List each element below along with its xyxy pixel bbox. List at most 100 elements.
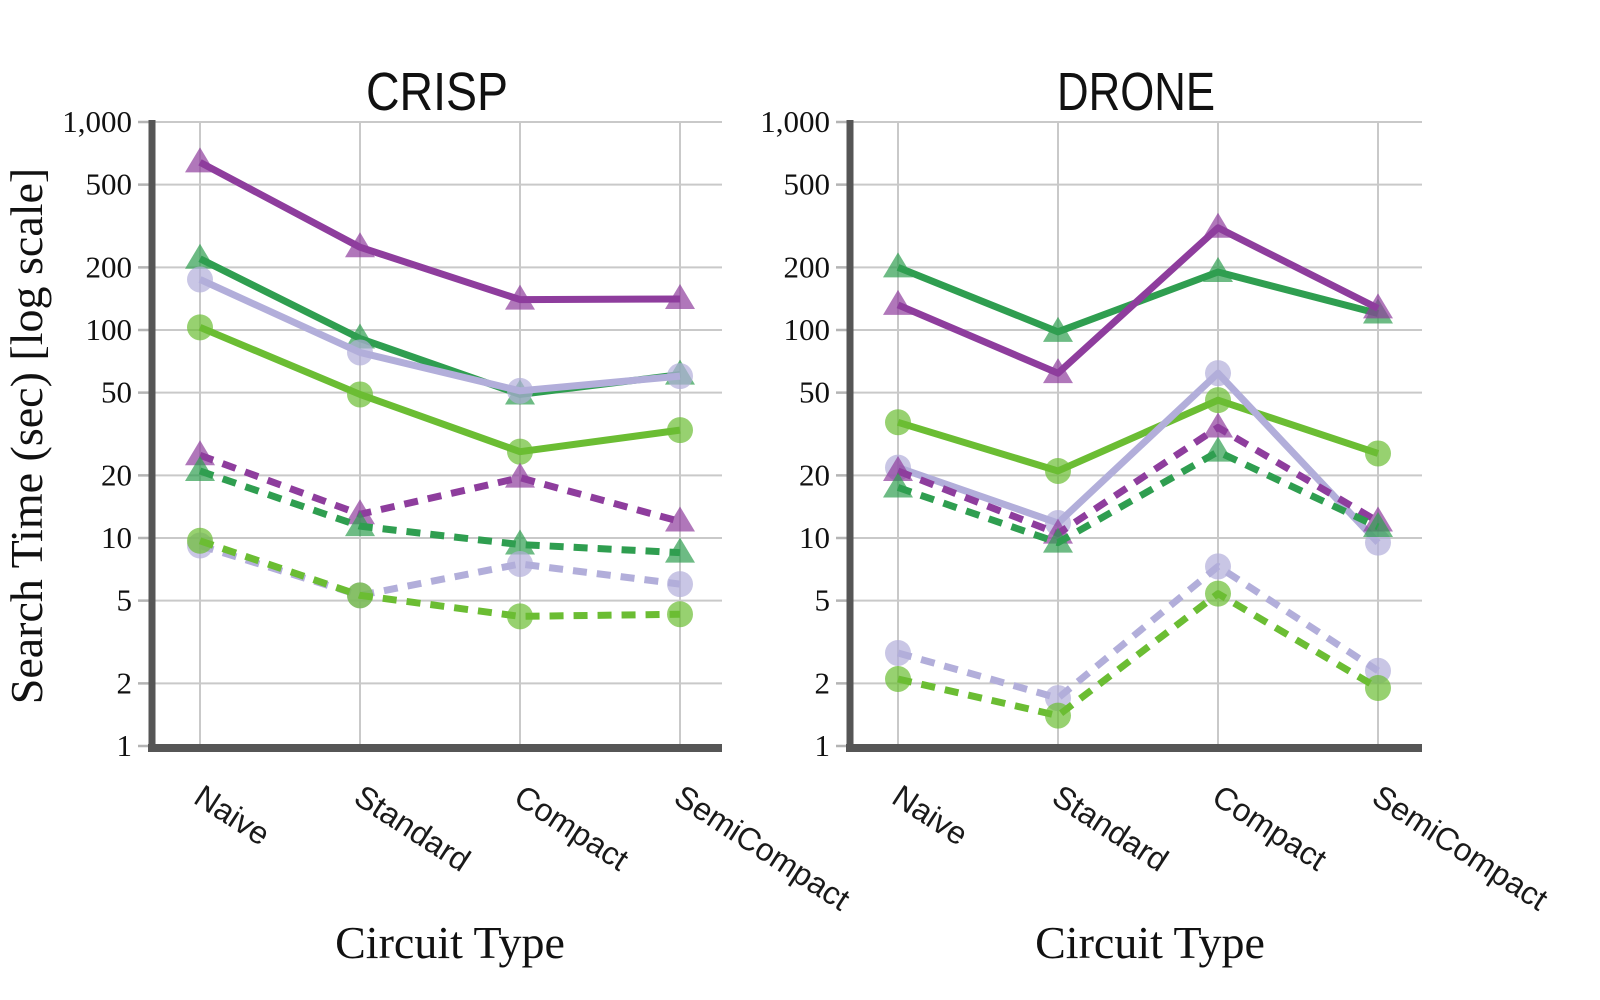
y-tick-label: 500	[86, 167, 133, 202]
marker-solid-circle-lightgreen	[507, 438, 533, 465]
y-tick-label: 1,000	[62, 104, 132, 139]
x-category-label: SemiCompact	[1366, 778, 1554, 918]
marker-dashed-circle-lightgreen	[1045, 702, 1071, 729]
marker-dashed-triangle-green	[665, 537, 695, 563]
y-tick-label: 5	[117, 583, 133, 618]
marker-dashed-circle-lightgreen	[187, 527, 213, 554]
marker-solid-circle-lightgreen	[347, 381, 373, 408]
y-tick-label: 100	[86, 312, 133, 347]
x-category-label: Compact	[1206, 778, 1333, 878]
marker-solid-circle-lavender	[1205, 360, 1231, 387]
y-tick-label: 20	[101, 457, 132, 492]
marker-solid-triangle-purple	[883, 289, 913, 315]
marker-solid-circle-lightgreen	[187, 314, 213, 341]
y-tick-label: 50	[101, 375, 132, 410]
marker-solid-triangle-purple	[185, 147, 215, 173]
series-line-dashed-triangle-purple	[198, 451, 681, 525]
x-category-label: Compact	[508, 778, 635, 878]
marker-solid-triangle-green	[185, 243, 215, 269]
marker-solid-circle-lightgreen	[667, 417, 693, 444]
panel-drone: 1,000 500 200 100 50 20 10 5 2 1 Naive Standard Comp…	[760, 104, 1554, 917]
x-axis-title-crisp: Circuit Type	[335, 917, 565, 968]
marker-solid-triangle-green	[1203, 257, 1233, 283]
y-tick-label: 1	[117, 728, 133, 763]
x-category-label: Standard	[348, 778, 477, 879]
series-line-dashed-circle-lightgreen	[198, 537, 681, 620]
y-tick-label: 200	[784, 249, 831, 284]
series-line-solid-circle-lavender	[896, 369, 1381, 546]
y-tick-label: 200	[86, 249, 133, 284]
marker-dashed-circle-lightgreen	[1205, 580, 1231, 607]
marker-dashed-triangle-green	[1363, 511, 1393, 537]
series-line-solid-circle-lightgreen	[896, 396, 1380, 475]
y-tick-label: 2	[815, 665, 831, 700]
marker-solid-circle-lightgreen	[1205, 387, 1231, 414]
x-axis-title-drone: Circuit Type	[1035, 917, 1265, 968]
series-line-dashed-circle-lightgreen	[897, 590, 1380, 720]
marker-solid-circle-lavender	[187, 266, 213, 293]
y-tick-label: 50	[799, 375, 830, 410]
marker-dashed-triangle-green	[345, 511, 375, 537]
marker-solid-triangle-purple	[1363, 293, 1393, 319]
y-tick-label: 10	[101, 520, 132, 555]
y-tick-label: 1	[815, 728, 831, 763]
x-category-label: SemiCompact	[668, 778, 856, 918]
marker-dashed-triangle-purple	[883, 455, 913, 481]
y-tick-label: 20	[799, 457, 830, 492]
panel-crisp: 1,000 500 200 100 50 20 10 5 2 1 Naive Standard Comp…	[62, 104, 856, 917]
marker-dashed-triangle-green	[505, 529, 535, 555]
panel-title-crisp: CRISP	[366, 62, 508, 122]
marker-solid-circle-lavender	[667, 363, 693, 390]
x-category-label: Naive	[188, 778, 276, 853]
marker-dashed-triangle-purple	[505, 462, 535, 488]
y-tick-label: 2	[117, 665, 133, 700]
marker-solid-circle-lightgreen	[885, 409, 911, 436]
series-line-solid-triangle-purple	[198, 159, 681, 304]
series-line-dashed-triangle-purple	[896, 423, 1380, 538]
marker-dashed-triangle-purple	[665, 506, 695, 532]
marker-dashed-triangle-purple	[1203, 412, 1233, 438]
x-category-label: Standard	[1046, 778, 1175, 879]
marker-dashed-circle-lavender	[1205, 553, 1231, 580]
panel-title-drone: DRONE	[1057, 62, 1215, 122]
y-tick-label: 1,000	[760, 104, 830, 139]
series-line-solid-triangle-purple	[896, 224, 1380, 377]
marker-solid-triangle-green	[1043, 316, 1073, 342]
y-tick-label: 5	[815, 583, 831, 618]
marker-dashed-circle-lavender	[667, 571, 693, 598]
x-category-label: Naive	[886, 778, 974, 853]
marker-dashed-circle-lavender	[507, 550, 533, 577]
marker-solid-circle-lavender	[347, 339, 373, 366]
series-line-dashed-circle-lavender	[198, 542, 681, 599]
marker-dashed-circle-lightgreen	[885, 665, 911, 692]
marker-dashed-circle-lightgreen	[1365, 675, 1391, 702]
marker-dashed-triangle-green	[883, 472, 913, 498]
marker-solid-circle-lightgreen	[1365, 440, 1391, 467]
marker-solid-circle-lavender	[507, 377, 533, 404]
marker-solid-triangle-purple	[505, 284, 535, 310]
marker-solid-triangle-purple	[1203, 212, 1233, 238]
marker-solid-triangle-purple	[665, 283, 695, 309]
series-line-dashed-circle-lavender	[897, 562, 1380, 702]
marker-dashed-triangle-green	[185, 455, 215, 481]
marker-dashed-triangle-green	[1203, 436, 1233, 462]
marker-solid-triangle-purple	[345, 232, 375, 258]
series-line-dashed-triangle-green	[198, 467, 681, 557]
marker-solid-triangle-purple	[1043, 358, 1073, 384]
marker-solid-circle-lightgreen	[1045, 457, 1071, 484]
y-tick-label: 10	[799, 520, 830, 555]
marker-dashed-circle-lightgreen	[347, 582, 373, 609]
series-line-solid-circle-lavender	[198, 276, 681, 395]
y-axis-title: Search Time (sec) [log scale]	[1, 168, 52, 705]
marker-dashed-circle-lightgreen	[507, 603, 533, 630]
marker-dashed-circle-lightgreen	[667, 601, 693, 628]
marker-dashed-triangle-purple	[185, 440, 215, 466]
y-tick-label: 100	[784, 312, 831, 347]
series-line-solid-circle-lightgreen	[198, 324, 681, 456]
series-line-dashed-triangle-green	[896, 448, 1380, 547]
marker-dashed-triangle-green	[1043, 527, 1073, 553]
marker-solid-triangle-green	[883, 252, 913, 278]
marker-dashed-circle-lavender	[885, 639, 911, 666]
